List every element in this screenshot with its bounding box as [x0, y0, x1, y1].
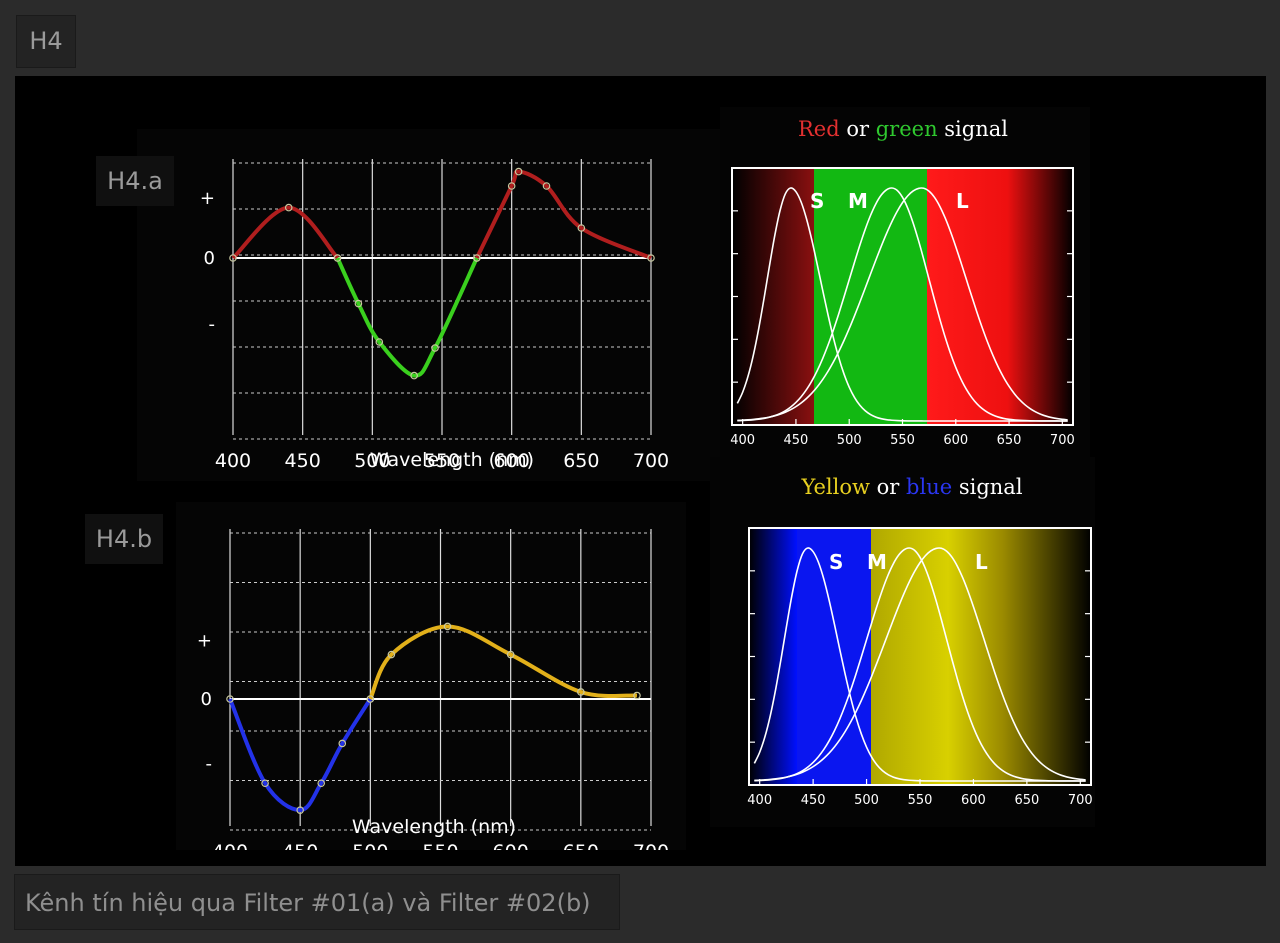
data-point — [226, 695, 234, 703]
data-point — [542, 182, 551, 190]
data-point — [317, 779, 326, 788]
x-tick-label: 550 — [908, 793, 933, 808]
data-point — [284, 203, 293, 212]
title-part: Yellow — [800, 475, 870, 499]
x-tick-label: 400 — [215, 450, 251, 472]
chart-label-h4a: H4.a — [96, 156, 174, 206]
y-tick-label: + — [197, 631, 212, 652]
data-point — [506, 650, 515, 659]
series-line — [228, 697, 373, 813]
data-point — [431, 344, 439, 352]
data-point — [577, 688, 585, 696]
y-tick-label: 0 — [204, 248, 215, 269]
data-point — [647, 254, 655, 262]
x-tick-label: 650 — [563, 841, 599, 850]
band-blue — [797, 528, 871, 785]
x-tick-label: 700 — [1050, 433, 1075, 448]
x-tick-label: 550 — [424, 450, 460, 472]
x-tick-label: 600 — [493, 841, 529, 850]
x-tick-label: 700 — [1068, 793, 1093, 808]
x-tick-label: 500 — [352, 841, 388, 850]
data-point — [375, 338, 384, 346]
x-tick-label: 600 — [961, 793, 986, 808]
title-part: signal — [952, 475, 1023, 499]
cone-curve — [754, 547, 1086, 782]
x-tick-label: 650 — [563, 450, 599, 472]
cone-chart-yellow-blue: Yellow or blue signal S M L 400 450 500 550… — [710, 457, 1095, 827]
data-point — [354, 299, 363, 308]
x-tick-label: 700 — [633, 841, 669, 850]
cone-label-s: S — [829, 550, 843, 574]
data-point — [229, 254, 237, 262]
data-point — [296, 806, 304, 814]
data-point — [366, 695, 375, 703]
y-tick-label: - — [209, 314, 216, 335]
data-point — [577, 224, 586, 232]
x-tick-label: 450 — [285, 450, 321, 472]
cone-label-m: M — [848, 189, 868, 213]
opponent-chart-b: +0 - 400 450 500 550 600 650 700 Wavelength (nm… — [176, 502, 686, 850]
data-point — [333, 254, 342, 262]
data-point — [387, 650, 396, 659]
x-tick-label: 600 — [943, 433, 968, 448]
data-point — [338, 739, 347, 748]
cone-curve — [737, 187, 1068, 422]
data-point — [410, 371, 418, 380]
title-part: signal — [938, 117, 1009, 141]
series-line — [231, 205, 340, 260]
section-heading-h4: H4 — [16, 15, 76, 68]
x-tick-label: 450 — [801, 793, 826, 808]
data-point — [443, 622, 452, 631]
y-tick-label: - — [206, 753, 213, 774]
x-tick-label: 500 — [837, 433, 862, 448]
data-point — [473, 254, 481, 262]
y-tick-label: + — [200, 188, 215, 209]
title-part: Red — [798, 117, 840, 141]
x-tick-label: 450 — [282, 841, 318, 850]
x-axis-label: Wavelength (nm) — [352, 816, 516, 838]
data-point — [261, 779, 269, 788]
y-tick-label: 0 — [201, 689, 212, 710]
chart-label-h4b: H4.b — [85, 514, 163, 564]
series-line — [475, 169, 652, 260]
cone-label-m: M — [867, 550, 887, 574]
cone-label-s: S — [810, 189, 824, 213]
x-axis-label: Wavelength (nm) — [370, 449, 534, 471]
x-tick-label: 650 — [1014, 793, 1039, 808]
band-red — [927, 168, 1073, 425]
data-point — [507, 182, 516, 190]
x-tick-label: 450 — [784, 433, 809, 448]
x-tick-label: 500 — [854, 793, 879, 808]
x-tick-label: 650 — [997, 433, 1022, 448]
title-part: blue — [906, 475, 952, 499]
title-part: green — [876, 117, 938, 141]
figure-panel: +0 - 400 450 500 550 600 650 700 Wavelength (nm… — [15, 76, 1266, 866]
x-tick-label: 700 — [633, 450, 669, 472]
title-part: or — [840, 117, 876, 141]
x-tick-label: 400 — [747, 793, 772, 808]
series-line — [335, 257, 479, 378]
figure-caption: Kênh tín hiệu qua Filter #01(a) và Filte… — [14, 874, 620, 930]
series-line — [368, 624, 638, 700]
cone-curve — [737, 187, 1068, 422]
x-tick-label: 500 — [354, 450, 390, 472]
opponent-chart-a: +0 - 400 450 500 550 600 650 700 Wavelength (nm… — [137, 129, 727, 481]
data-point — [514, 167, 523, 176]
title-part: or — [870, 475, 906, 499]
x-tick-label: 400 — [212, 841, 248, 850]
x-tick-label: 550 — [890, 433, 915, 448]
band-green — [814, 168, 927, 425]
band-blue-dark — [749, 528, 797, 785]
cone-chart-red-green: Red or green signal S M L 400 450 500 550 60… — [720, 107, 1090, 459]
chart-title: Red or green signal — [798, 117, 1008, 141]
chart-title: Yellow or blue signal — [800, 475, 1022, 499]
x-tick-label: 550 — [422, 841, 458, 850]
x-tick-label: 400 — [730, 433, 755, 448]
cone-label-l: L — [975, 550, 988, 574]
cone-label-l: L — [956, 189, 969, 213]
cone-curve — [754, 547, 1086, 782]
data-point — [633, 691, 641, 700]
x-tick-label: 600 — [494, 450, 530, 472]
